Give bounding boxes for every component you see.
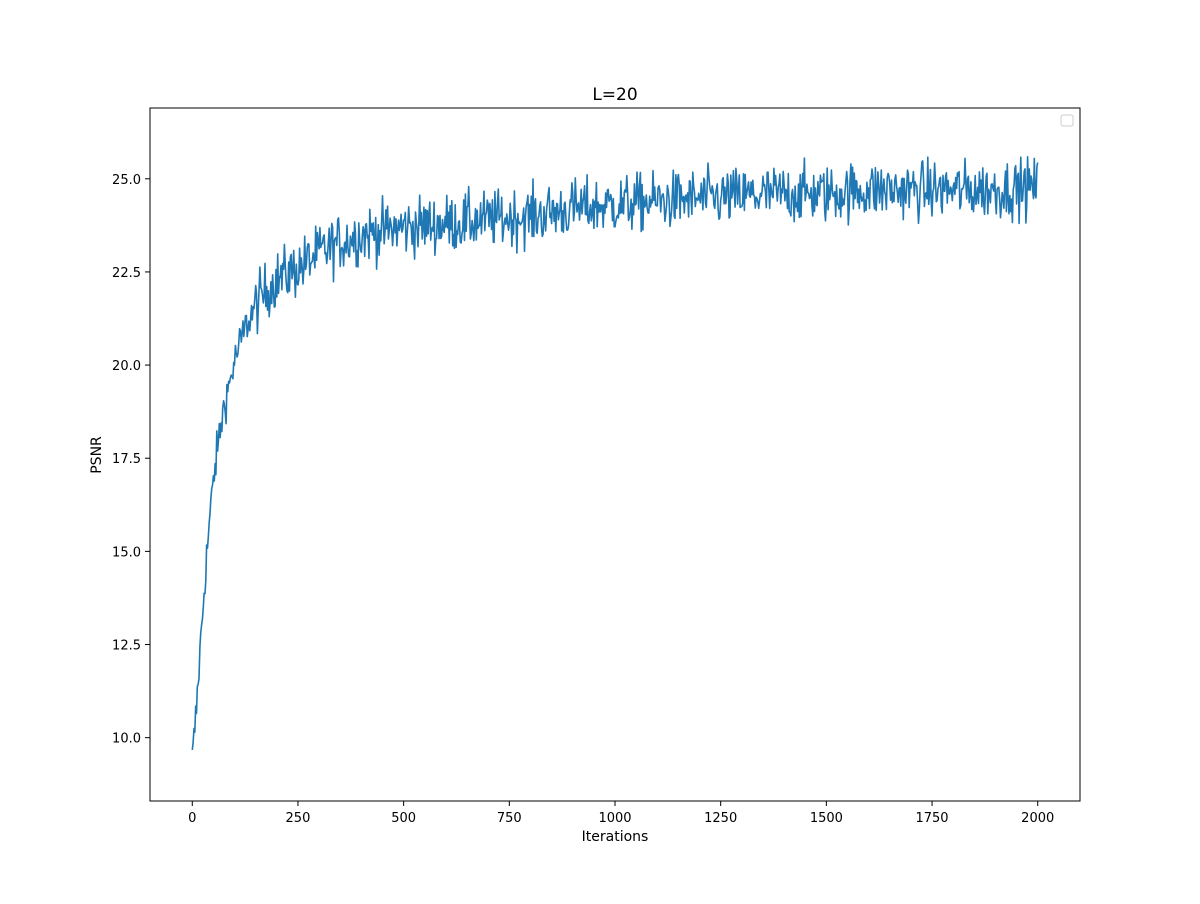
x-tick-label: 1500 <box>810 811 843 826</box>
y-tick-label: 25.0 <box>112 173 141 188</box>
x-tick-label: 250 <box>286 811 311 826</box>
y-tick-label: 22.5 <box>112 266 141 281</box>
series-line <box>191 156 1039 750</box>
x-tick-label: 1250 <box>704 811 737 826</box>
x-tick-label: 750 <box>497 811 522 826</box>
x-tick-label: 0 <box>188 811 196 826</box>
x-tick-label: 2000 <box>1021 811 1054 826</box>
plot-area-frame <box>149 107 1081 802</box>
y-tick-label: 10.0 <box>112 732 141 747</box>
x-tick-label: 1750 <box>915 811 948 826</box>
legend-box <box>1060 114 1074 127</box>
x-tick-label: 1000 <box>598 811 631 826</box>
chart-title: L=20 <box>592 85 637 105</box>
x-tick-label: 500 <box>391 811 416 826</box>
y-tick-label: 17.5 <box>112 452 141 467</box>
series-layer <box>191 156 1039 750</box>
y-axis-label: PSNR <box>89 436 105 474</box>
y-tick-label: 12.5 <box>112 639 141 654</box>
axes-layer: 0 250 500 750 1000 1250 1500 1750 2000 10.0 12.5 15… <box>112 173 1054 826</box>
x-axis-label: Iterations <box>582 829 649 845</box>
y-tick-label: 20.0 <box>112 359 141 374</box>
y-tick-label: 15.0 <box>112 545 141 560</box>
